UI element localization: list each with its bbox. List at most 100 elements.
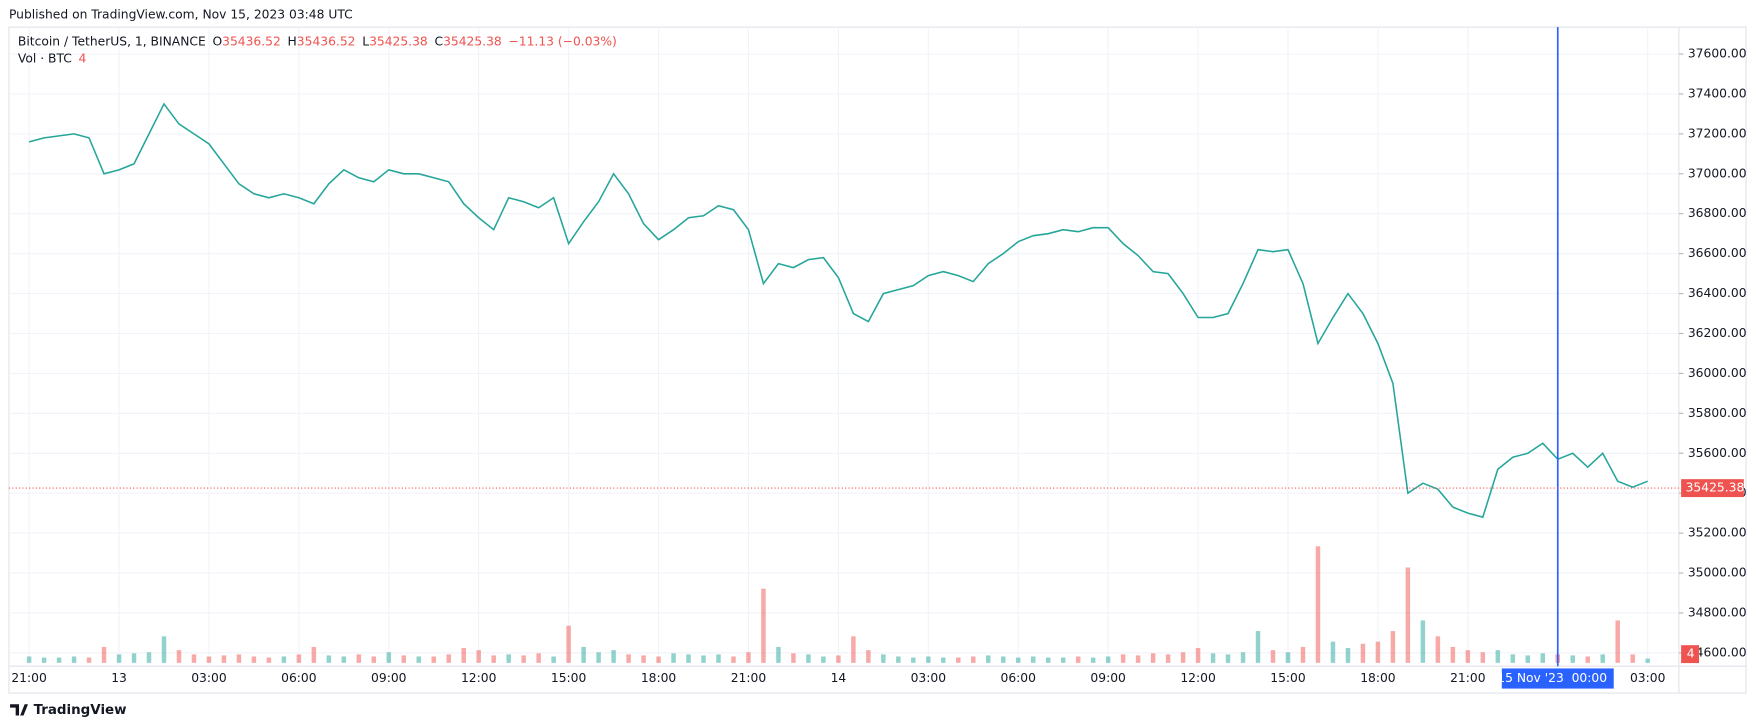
volume-bar	[1105, 656, 1111, 663]
volume-bar	[731, 656, 736, 663]
volume-bar	[1030, 656, 1036, 663]
symbol: Bitcoin / TetherUS, 1, BINANCE	[18, 34, 206, 48]
price	[28, 102, 1648, 519]
volume-bar	[206, 656, 212, 663]
volume-bar	[1630, 654, 1635, 663]
volume-bar	[536, 653, 541, 663]
ohlc-key: L	[362, 34, 369, 48]
volume-bar	[911, 657, 916, 663]
volume-bar	[1525, 655, 1531, 663]
volume-bar	[746, 652, 751, 663]
vol-value: 4	[79, 51, 87, 65]
volume-bar	[476, 650, 481, 663]
x-tick-label: 21:00	[11, 671, 46, 685]
y-tick-label: 36000.00	[1688, 366, 1747, 380]
volume-bar	[221, 655, 227, 663]
price-line	[28, 102, 1648, 519]
volume-bar	[1600, 654, 1605, 663]
volume-bar	[701, 655, 706, 663]
volume-bar	[656, 656, 661, 663]
volume-bar	[791, 653, 796, 663]
grid	[8, 27, 1679, 667]
volume-bar	[431, 656, 436, 663]
volume-bar	[341, 656, 347, 663]
y-tick-label: 35000.00	[1688, 566, 1747, 580]
y-tick-label: 36600.00	[1688, 246, 1747, 260]
y-tick-label: 35800.00	[1688, 406, 1747, 420]
volume-bar	[941, 657, 946, 663]
volume-bar	[1165, 654, 1171, 663]
volume	[26, 546, 1650, 663]
last-volume-label: 4	[1687, 647, 1695, 661]
y-tick-label: 34800.00	[1688, 605, 1747, 619]
volume-bar	[641, 655, 646, 663]
ohlc-key: H	[288, 34, 297, 48]
x-tick-label: 09:00	[1090, 671, 1125, 685]
x-tick-label: 06:00	[1001, 671, 1036, 685]
volume-bar	[1315, 546, 1321, 663]
volume-bar	[1495, 650, 1501, 663]
x-tick-label: 03:00	[1630, 671, 1665, 685]
volume-bar	[986, 655, 991, 663]
y-tick-label: 37600.00	[1688, 47, 1747, 61]
y-tick-label: 37000.00	[1688, 166, 1747, 180]
volume-bar	[776, 646, 781, 663]
vol-label: Vol · BTC	[18, 51, 72, 65]
volume-bar	[1375, 641, 1381, 663]
x-tick-label: 12:00	[461, 671, 496, 685]
volume-bar	[1645, 658, 1650, 663]
volume-bar	[401, 655, 407, 663]
volume-bar	[1405, 567, 1411, 663]
y-tick-label: 36400.00	[1688, 286, 1747, 300]
change: −11.13 (−0.03%)	[508, 34, 616, 48]
volume-bar	[1480, 652, 1486, 663]
volume-bar	[1225, 654, 1231, 663]
brand: TradingView	[34, 703, 127, 718]
volume-bar	[1510, 654, 1516, 663]
volume-bar	[596, 652, 601, 663]
volume-bar	[851, 636, 856, 663]
volume-bar	[971, 656, 976, 663]
crosshair-label-bg	[1501, 668, 1614, 689]
y-tick-label: 36800.00	[1688, 206, 1747, 220]
published: Published on TradingView.com, Nov 15, 20…	[9, 7, 353, 21]
volume-bar	[1390, 631, 1396, 663]
volume-bar	[416, 656, 421, 663]
volume-bar	[251, 656, 257, 663]
volume-bar	[1210, 653, 1216, 663]
volume-bar	[821, 656, 826, 663]
volume-bar	[761, 588, 766, 663]
volume-bar	[1270, 650, 1276, 663]
volume-bar	[1240, 652, 1246, 663]
x-tick-label: 21:00	[1450, 671, 1485, 685]
volume-bar	[1345, 648, 1351, 663]
volume-bar	[1015, 657, 1021, 663]
volume-bar	[146, 652, 152, 663]
volume-bar	[881, 654, 886, 663]
x-tick-label: 12:00	[1180, 671, 1215, 685]
volume-bar	[1090, 657, 1096, 663]
volume-bar	[1300, 646, 1306, 663]
x-tick-label: 15:00	[551, 671, 586, 685]
legend: Bitcoin / TetherUS, 1, BINANCE O35436.52 H…	[18, 34, 617, 48]
x-tick-label: 15 Nov '23 00:00	[1497, 671, 1607, 685]
x-tick-label: 06:00	[281, 671, 316, 685]
x-tick-label: 13	[111, 671, 127, 685]
ohlc-value: 35436.52	[297, 34, 356, 48]
volume-bar	[356, 654, 362, 663]
y-tick-label: 35600.00	[1688, 446, 1747, 460]
volume-bar	[866, 650, 871, 663]
x-tick-label: 03:00	[911, 671, 946, 685]
volume-bar	[1465, 650, 1471, 663]
volume-bar	[386, 652, 392, 663]
volume-bar	[236, 654, 242, 663]
volume-bar	[521, 655, 526, 663]
y-tick-label: 37400.00	[1688, 86, 1747, 100]
volume-bar	[131, 653, 137, 663]
volume-bar	[491, 655, 496, 663]
volume-bar	[1195, 648, 1201, 663]
volume-bar	[1570, 655, 1575, 663]
volume-bar	[56, 657, 62, 663]
